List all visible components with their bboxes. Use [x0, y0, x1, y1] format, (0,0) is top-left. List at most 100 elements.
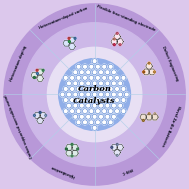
Circle shape	[99, 103, 103, 108]
Circle shape	[116, 32, 118, 34]
Text: Defect Engineering: Defect Engineering	[161, 45, 180, 81]
Circle shape	[76, 120, 81, 125]
Circle shape	[71, 155, 73, 157]
Circle shape	[60, 92, 65, 97]
Circle shape	[105, 70, 110, 75]
Circle shape	[105, 114, 110, 119]
Circle shape	[76, 98, 81, 102]
Circle shape	[45, 115, 47, 116]
Circle shape	[59, 59, 130, 130]
Text: Flexible free-standing electrode: Flexible free-standing electrode	[96, 5, 156, 33]
Circle shape	[70, 109, 75, 114]
Circle shape	[83, 75, 88, 80]
Polygon shape	[114, 34, 121, 40]
Polygon shape	[69, 37, 75, 43]
Circle shape	[99, 81, 103, 86]
Circle shape	[83, 98, 88, 102]
Polygon shape	[149, 69, 155, 75]
Circle shape	[79, 70, 84, 75]
Circle shape	[102, 87, 107, 91]
Circle shape	[108, 109, 113, 114]
Circle shape	[76, 109, 81, 114]
Circle shape	[102, 64, 107, 69]
Circle shape	[83, 87, 88, 91]
Circle shape	[102, 75, 107, 80]
Circle shape	[111, 92, 116, 97]
Circle shape	[89, 64, 94, 69]
Circle shape	[92, 114, 97, 119]
Circle shape	[33, 77, 35, 78]
Circle shape	[67, 92, 71, 97]
Circle shape	[121, 75, 126, 80]
Polygon shape	[140, 114, 147, 120]
Circle shape	[73, 92, 78, 97]
Text: Novel Zn-Air Batteries: Novel Zn-Air Batteries	[160, 105, 181, 147]
Circle shape	[70, 75, 75, 80]
Text: Catalysts: Catalysts	[73, 97, 116, 105]
Circle shape	[102, 120, 107, 125]
Circle shape	[153, 71, 155, 73]
Circle shape	[63, 98, 68, 102]
Polygon shape	[37, 76, 43, 81]
Polygon shape	[31, 72, 38, 78]
Polygon shape	[117, 144, 123, 150]
Polygon shape	[66, 150, 72, 156]
Circle shape	[86, 103, 91, 108]
Polygon shape	[69, 44, 75, 49]
Circle shape	[102, 109, 107, 114]
Text: Heteroatom-doped carbon: Heteroatom-doped carbon	[38, 7, 88, 30]
Text: M-N-C: M-N-C	[120, 166, 132, 175]
Text: Carbon: Carbon	[78, 85, 112, 93]
Circle shape	[111, 146, 113, 148]
Polygon shape	[34, 112, 40, 118]
Circle shape	[23, 23, 166, 166]
Circle shape	[89, 109, 94, 114]
Circle shape	[86, 81, 91, 86]
Circle shape	[42, 69, 44, 71]
Circle shape	[95, 87, 100, 91]
Circle shape	[108, 64, 113, 69]
Circle shape	[36, 69, 38, 71]
Circle shape	[92, 81, 97, 86]
Circle shape	[111, 103, 116, 108]
Circle shape	[79, 81, 84, 86]
Circle shape	[113, 44, 115, 46]
Circle shape	[115, 87, 119, 91]
Polygon shape	[152, 114, 158, 120]
Circle shape	[118, 103, 123, 108]
Circle shape	[73, 70, 78, 75]
Text: Carbon supported non-noble metal: Carbon supported non-noble metal	[4, 94, 34, 158]
Circle shape	[68, 37, 70, 39]
Polygon shape	[114, 149, 121, 155]
Circle shape	[115, 109, 119, 114]
Circle shape	[143, 71, 145, 73]
Circle shape	[95, 75, 100, 80]
Circle shape	[89, 98, 94, 102]
Polygon shape	[37, 69, 43, 75]
Circle shape	[92, 59, 97, 64]
Polygon shape	[143, 69, 149, 75]
Circle shape	[33, 115, 35, 116]
Polygon shape	[37, 118, 43, 123]
Circle shape	[105, 103, 110, 108]
Polygon shape	[111, 144, 118, 150]
Circle shape	[89, 87, 94, 91]
Circle shape	[73, 103, 78, 108]
Circle shape	[76, 87, 81, 91]
Circle shape	[121, 109, 126, 114]
Circle shape	[121, 98, 126, 102]
Circle shape	[92, 70, 97, 75]
Circle shape	[116, 154, 118, 156]
Circle shape	[83, 120, 88, 125]
Circle shape	[102, 98, 107, 102]
Circle shape	[99, 70, 103, 75]
Circle shape	[70, 87, 75, 91]
Circle shape	[76, 64, 81, 69]
Circle shape	[4, 4, 185, 185]
Polygon shape	[72, 144, 78, 150]
Circle shape	[118, 81, 123, 86]
Polygon shape	[66, 144, 72, 150]
Circle shape	[47, 47, 142, 142]
Circle shape	[86, 114, 91, 119]
Circle shape	[76, 75, 81, 80]
